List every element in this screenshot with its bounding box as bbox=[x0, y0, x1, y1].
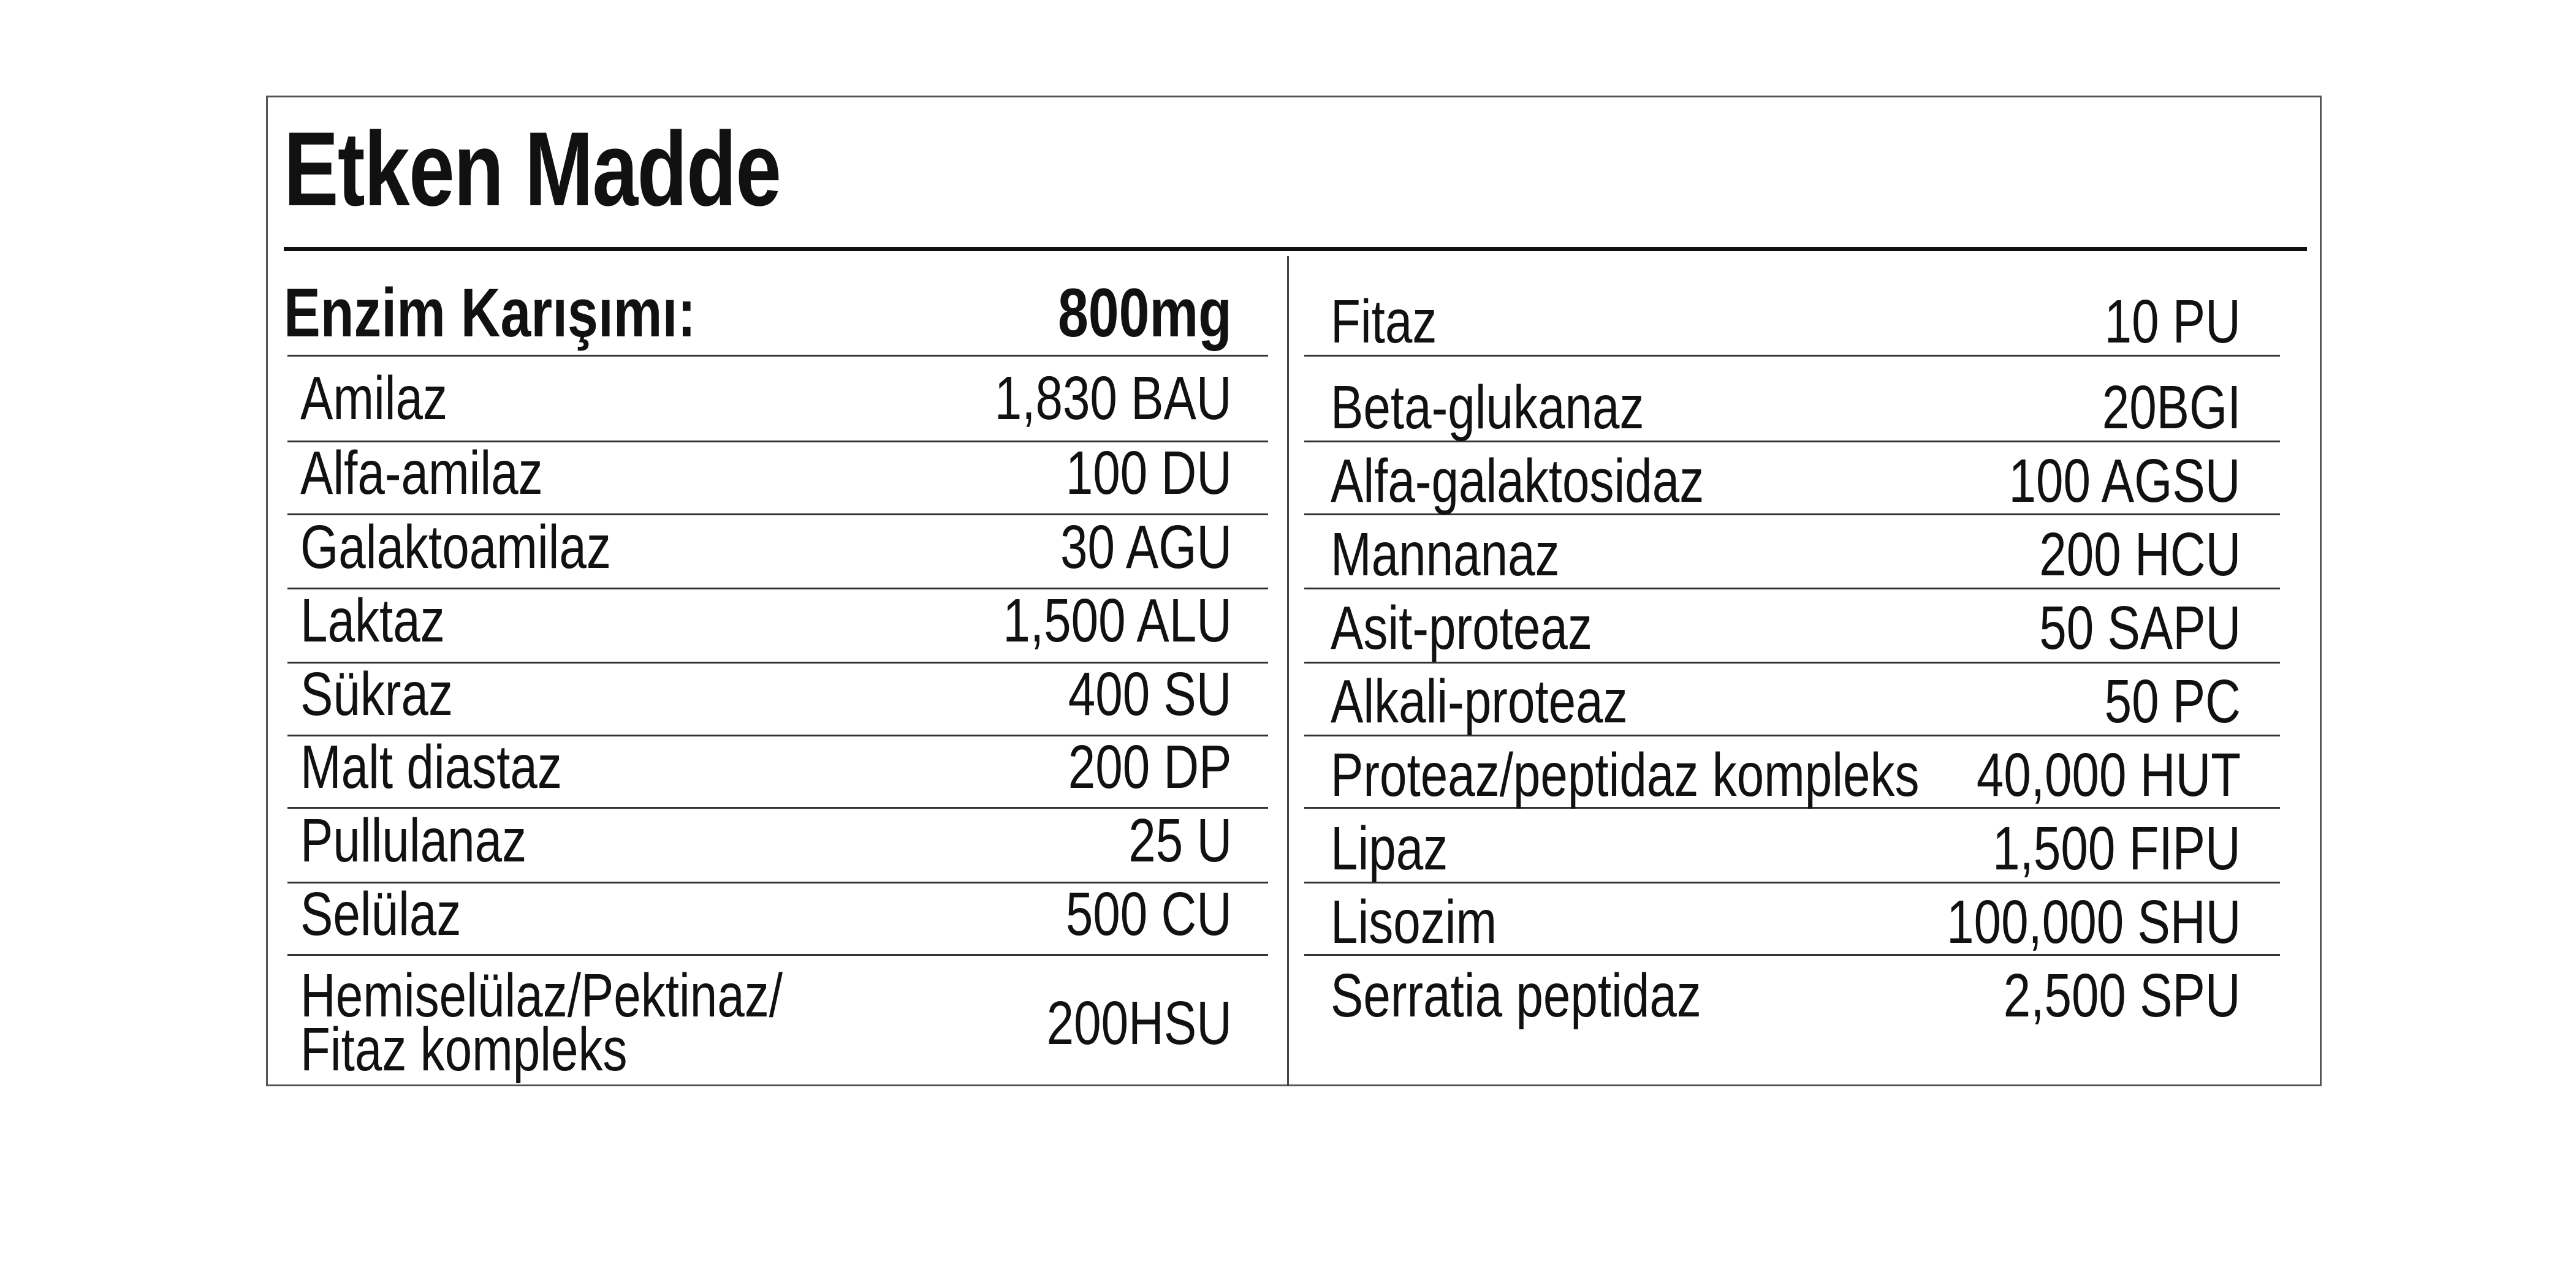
ingredient-name: Lipaz bbox=[1331, 814, 1448, 883]
ingredient-amount: 400 SU bbox=[1068, 660, 1232, 728]
row-divider bbox=[1304, 513, 2280, 515]
ingredient-amount: 50 PC bbox=[2104, 667, 2241, 736]
ingredient-name-line2: Fitaz kompleks bbox=[300, 1015, 628, 1084]
ingredient-amount: 1,830 BAU bbox=[995, 364, 1232, 433]
ingredient-amount: 50 SAPU bbox=[2038, 594, 2241, 662]
ingredient-name: Fitaz bbox=[1331, 287, 1437, 356]
ingredient-amount: 25 U bbox=[1128, 806, 1232, 875]
ingredient-name: Asit-proteaz bbox=[1331, 594, 1592, 662]
table-title: Etken Madde bbox=[284, 110, 781, 228]
ingredient-name: Mannanaz bbox=[1331, 520, 1560, 589]
ingredient-name: Alkali-proteaz bbox=[1331, 667, 1628, 736]
row-divider bbox=[287, 735, 1268, 736]
ingredient-name: Alfa-galaktosidaz bbox=[1331, 447, 1704, 515]
row-divider bbox=[1304, 735, 2280, 736]
row-divider bbox=[287, 355, 1268, 357]
ingredient-amount: 10 PU bbox=[2104, 287, 2241, 356]
row-divider bbox=[1304, 954, 2280, 956]
ingredient-amount: 20BGI bbox=[2102, 373, 2241, 442]
row-divider bbox=[287, 588, 1268, 589]
blend-label: Enzim Karışımı: bbox=[284, 274, 696, 351]
ingredient-amount: 1,500 FIPU bbox=[1993, 814, 2241, 883]
row-divider bbox=[287, 954, 1268, 956]
ingredient-amount: 200 HCU bbox=[2038, 520, 2241, 589]
ingredient-name: Laktaz bbox=[300, 586, 445, 655]
row-divider bbox=[287, 441, 1268, 442]
row-divider bbox=[1304, 441, 2280, 442]
ingredient-amount: 200 DP bbox=[1068, 733, 1232, 801]
ingredient-name: Beta-glukanaz bbox=[1331, 373, 1644, 442]
supplement-facts-table bbox=[266, 96, 2322, 1086]
blend-amount: 800mg bbox=[1058, 274, 1232, 351]
ingredient-amount: 100 DU bbox=[1065, 439, 1232, 507]
ingredient-amount: 1,500 ALU bbox=[1003, 586, 1232, 655]
ingredient-name: Sükraz bbox=[300, 660, 453, 728]
row-divider bbox=[1304, 807, 2280, 809]
title-divider bbox=[284, 247, 2307, 251]
row-divider bbox=[1304, 355, 2280, 357]
row-divider bbox=[287, 882, 1268, 883]
ingredient-amount: 30 AGU bbox=[1060, 513, 1232, 581]
ingredient-amount: 100,000 SHU bbox=[1946, 888, 2241, 956]
ingredient-name: Amilaz bbox=[300, 364, 448, 433]
row-divider bbox=[287, 807, 1268, 809]
row-divider bbox=[287, 513, 1268, 515]
ingredient-amount: 2,500 SPU bbox=[2004, 961, 2241, 1030]
row-divider bbox=[287, 662, 1268, 664]
ingredient-name: Hemiselülaz/Pektinaz/ bbox=[300, 961, 783, 1030]
ingredient-name: Proteaz/peptidaz kompleks bbox=[1331, 741, 1920, 809]
ingredient-amount: 500 CU bbox=[1065, 880, 1232, 948]
column-divider bbox=[1287, 256, 1289, 1086]
ingredient-name: Alfa-amilaz bbox=[300, 439, 543, 507]
ingredient-name: Lisozim bbox=[1331, 888, 1497, 956]
ingredient-name: Malt diastaz bbox=[300, 733, 562, 801]
row-divider bbox=[1304, 882, 2280, 883]
ingredient-amount: 200HSU bbox=[1046, 989, 1232, 1057]
ingredient-name: Pullulanaz bbox=[300, 806, 527, 875]
row-divider bbox=[1304, 662, 2280, 664]
row-divider bbox=[1304, 588, 2280, 589]
ingredient-amount: 100 AGSU bbox=[2008, 447, 2241, 515]
ingredient-name: Serratia peptidaz bbox=[1331, 961, 1701, 1030]
ingredient-name: Galaktoamilaz bbox=[300, 513, 611, 581]
ingredient-name: Selülaz bbox=[300, 880, 462, 948]
ingredient-amount: 40,000 HUT bbox=[1976, 741, 2241, 809]
